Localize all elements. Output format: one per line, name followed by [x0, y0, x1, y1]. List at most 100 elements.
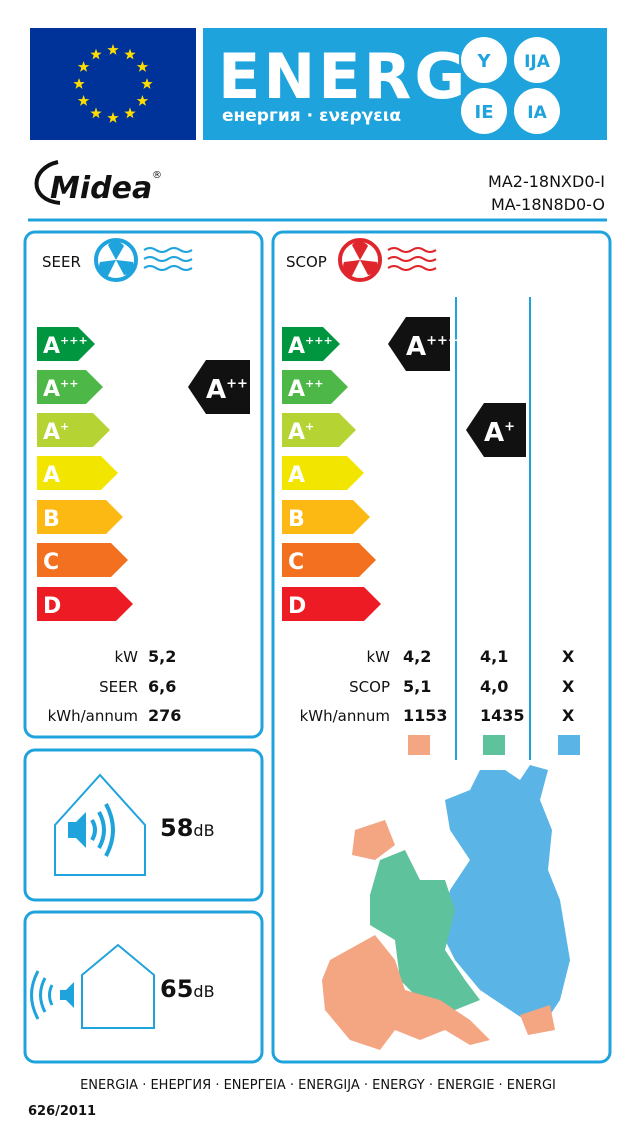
warm-zone [352, 820, 555, 1035]
outdoor-noise-icon [30, 943, 155, 1029]
cold-zone-key [558, 735, 580, 755]
class-label: A++ [288, 377, 323, 402]
average-zone-key [483, 735, 505, 755]
class-arrow [282, 327, 340, 361]
regulation: 626/2011 [28, 1104, 96, 1119]
class-label: A++ [43, 377, 78, 402]
fan-blades [99, 241, 134, 276]
suffix-circle [514, 88, 560, 134]
row-value: 276 [148, 706, 181, 725]
row-value: 6,6 [148, 677, 176, 696]
rating-indicator [188, 360, 250, 414]
class-arrow [37, 543, 128, 577]
class-arrow [282, 413, 356, 447]
noise-value: 65 [160, 975, 193, 1003]
row-label: kW [366, 648, 390, 666]
class-arrow [37, 587, 133, 621]
class-arrow [282, 543, 376, 577]
star [77, 61, 90, 72]
sound-waves [30, 970, 54, 1020]
row-value: X [562, 647, 575, 666]
suffix: IE [475, 102, 494, 123]
air-waves [387, 247, 437, 271]
class-label: B [43, 507, 60, 532]
row-value: 1435 [480, 706, 525, 725]
outdoor-noise-panel [23, 910, 264, 1064]
row-label: SEER [99, 678, 138, 696]
row-value: 4,0 [480, 677, 508, 696]
star [107, 112, 119, 123]
heating-fan-icon [338, 238, 437, 282]
star [136, 61, 149, 72]
warm-zone [322, 935, 490, 1050]
class-letter: A [288, 334, 305, 359]
star [90, 107, 102, 119]
class-letter: B [43, 507, 60, 532]
class-arrow [37, 327, 95, 361]
class-letter: A [206, 375, 226, 405]
row-label: SCOP [349, 678, 390, 696]
suffix-circle [461, 88, 507, 134]
class-sup: ++ [226, 377, 248, 392]
class-sup: + [305, 420, 314, 433]
house-outline [81, 943, 155, 1029]
star [77, 95, 90, 106]
eu-stars [73, 44, 153, 123]
row-label: kWh/annum [48, 707, 138, 725]
row-value: 5,1 [403, 677, 431, 696]
class-arrow [37, 456, 118, 490]
class-letter: A [43, 420, 60, 445]
suffix: IJA [524, 52, 551, 72]
star [136, 95, 149, 106]
class-label: A++ [206, 375, 248, 405]
speaker [60, 982, 74, 1008]
fan-ring [338, 238, 382, 282]
class-arrow [37, 413, 110, 447]
header-subtitle: енергия · ενεργεια [222, 106, 401, 126]
star [124, 107, 136, 119]
model-name: MA2-18NXD0-I [488, 172, 605, 191]
suffix: Y [476, 51, 491, 72]
row-value: 4,1 [480, 647, 508, 666]
class-letter: A [288, 377, 305, 402]
class-letter: A [288, 420, 305, 445]
cooling-panel [23, 230, 264, 739]
air-waves [143, 247, 193, 271]
class-label: B [288, 507, 305, 532]
cooling-fan-icon [94, 238, 193, 282]
header-title: ENERG [218, 40, 468, 113]
class-arrow [282, 587, 381, 621]
noise-unit: dB [193, 821, 214, 840]
model-name: MA-18N8D0-O [491, 195, 605, 214]
indoor-noise-panel [23, 748, 264, 902]
class-sup: + [60, 420, 69, 433]
row-value: X [562, 677, 575, 696]
indoor-noise-icon [54, 773, 146, 876]
rating-indicator [388, 317, 450, 371]
class-letter: B [288, 507, 305, 532]
class-label: A [43, 463, 60, 488]
logo-swoosh [34, 160, 61, 205]
star [73, 78, 85, 89]
class-arrow [37, 500, 123, 534]
class-label: A+ [43, 420, 69, 445]
class-label: A+ [288, 420, 314, 445]
footer-languages: ENERGIA · ЕНЕРГИЯ · ΕΝΕΡΓΕΙΑ · ENERGIJA … [80, 1078, 556, 1093]
class-label: D [288, 594, 306, 619]
row-value: 1153 [403, 706, 448, 725]
rating-indicator [466, 403, 526, 457]
class-label: A+++ [288, 334, 333, 359]
class-letter: C [288, 550, 304, 575]
row-value: 4,2 [403, 647, 431, 666]
class-arrow [282, 456, 364, 490]
class-label: A+++ [43, 334, 88, 359]
class-arrow [282, 370, 348, 404]
class-letter: A [406, 332, 426, 362]
heating-label: SCOP [286, 253, 327, 271]
suffix: IA [527, 103, 547, 123]
class-sup: +++ [426, 334, 459, 349]
class-letter: A [484, 418, 504, 448]
row-label: kWh/annum [300, 707, 390, 725]
class-arrow [37, 370, 103, 404]
